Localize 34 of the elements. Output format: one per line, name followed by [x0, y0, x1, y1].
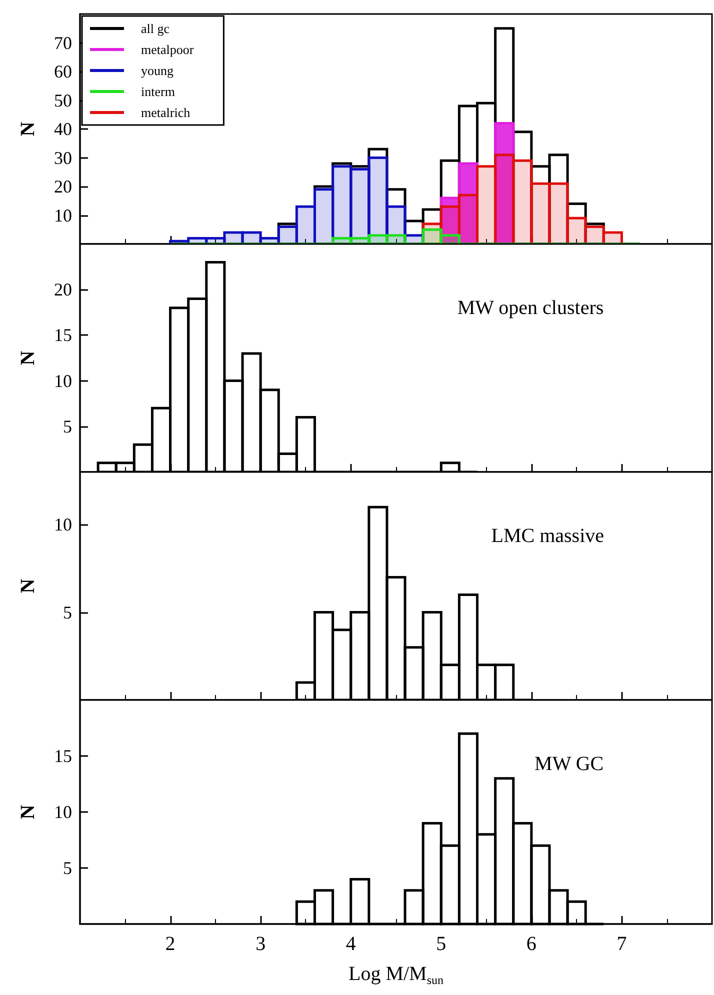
x-tick-label: 5 — [436, 933, 446, 955]
y-axis-title: N — [17, 804, 39, 820]
annotation: MW open clusters — [457, 297, 604, 319]
y-tick-label: 40 — [54, 119, 72, 139]
x-tick-label: 2 — [165, 933, 176, 955]
legend-label: young — [141, 63, 174, 78]
annotation: MW GC — [534, 753, 604, 775]
y-tick-label: 5 — [63, 416, 72, 436]
legend-label: all gc — [141, 21, 170, 36]
y-axis-title: N — [17, 578, 39, 594]
y-tick-label: 50 — [54, 90, 72, 110]
x-tick-label: 6 — [526, 933, 536, 955]
y-tick-label: 5 — [63, 858, 72, 878]
y-tick-label: 20 — [54, 176, 72, 196]
x-tick-label: 3 — [256, 933, 266, 955]
legend-label: metalpoor — [141, 42, 194, 57]
y-tick-label: 10 — [54, 514, 72, 535]
y-axis-title: N — [17, 350, 39, 366]
annotation: LMC massive — [491, 525, 604, 547]
y-tick-label: 60 — [54, 62, 72, 82]
x-tick-label: 7 — [616, 933, 627, 955]
y-tick-label: 15 — [54, 746, 72, 766]
y-tick-label: 5 — [63, 602, 72, 622]
y-tick-label: 10 — [54, 370, 72, 391]
y-tick-label: 10 — [54, 802, 72, 822]
legend-label: metalrich — [141, 105, 191, 120]
y-tick-label: 70 — [54, 32, 72, 53]
y-axis-title: N — [17, 121, 39, 136]
y-tick-label: 15 — [54, 325, 72, 346]
x-tick-label: 4 — [346, 933, 356, 955]
legend-label: interm — [141, 84, 175, 99]
y-tick-label: 30 — [54, 148, 72, 168]
y-tick-label: 20 — [54, 280, 72, 300]
y-tick-label: 10 — [54, 205, 72, 226]
